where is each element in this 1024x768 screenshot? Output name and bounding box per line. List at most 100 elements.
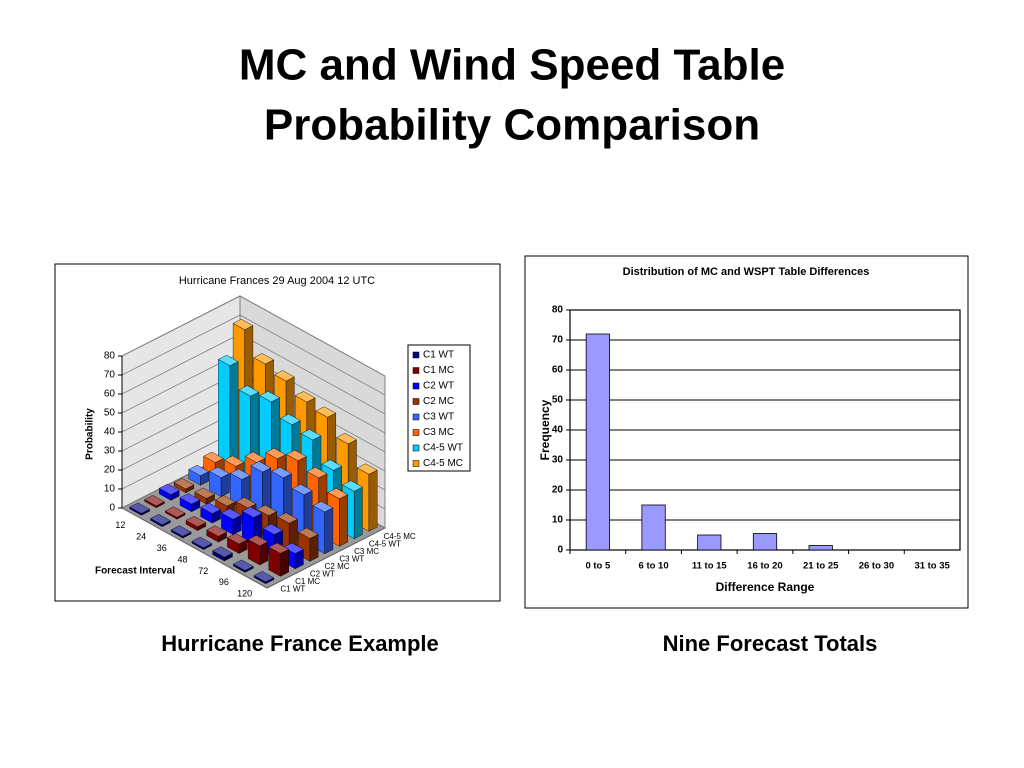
bar-top: [185, 515, 207, 528]
depth-tick-label: C1 WT: [280, 584, 305, 593]
caption: Nine Forecast Totals: [663, 631, 878, 656]
bar-top: [215, 495, 236, 507]
legend-swatch: [412, 367, 420, 374]
bar-top: [241, 506, 263, 518]
bar-top: [173, 478, 195, 490]
bar-top: [129, 502, 151, 514]
x-tick-label: 36: [157, 543, 167, 553]
bar-top: [274, 370, 295, 382]
x-tick-label: 120: [237, 589, 252, 599]
bar: [206, 525, 228, 543]
bar-top: [223, 455, 245, 467]
bar-top: [206, 525, 228, 537]
bar: [220, 508, 242, 535]
bar-top: [300, 429, 322, 441]
bar-top: [265, 447, 287, 460]
x-tick-label: 12: [115, 520, 125, 530]
depth-tick-label: C3 WT: [339, 554, 364, 563]
y-tick-label: 30: [104, 446, 116, 457]
bar: [808, 545, 833, 551]
x-axis-label: Forecast Interval: [95, 566, 175, 577]
bar: [697, 534, 722, 551]
y-tick-label: 80: [104, 351, 116, 362]
bar: [170, 525, 192, 539]
bar-top: [336, 433, 357, 445]
bar-top: [356, 463, 378, 475]
y-tick-label: 40: [552, 425, 564, 436]
bar-top: [232, 318, 254, 331]
bar-top: [271, 466, 292, 479]
bar: [253, 571, 275, 585]
bar: [164, 506, 186, 520]
bar-top: [164, 506, 186, 518]
x-tick-label: 11 to 15: [692, 561, 728, 572]
bar-top: [259, 391, 281, 403]
bar: [641, 504, 666, 551]
bar-side: [354, 486, 363, 540]
bar-top: [285, 449, 307, 462]
y-tick-label: 50: [104, 408, 116, 419]
bar: [188, 464, 210, 486]
x-tick-label: 31 to 35: [914, 561, 950, 572]
bar-top: [209, 466, 230, 478]
bar-front: [218, 359, 231, 471]
legend-label: C2 WT: [423, 381, 454, 392]
bar: [185, 515, 207, 531]
legend-label: C3 WT: [423, 412, 454, 423]
bar: [277, 512, 298, 551]
grid-line: [121, 295, 386, 377]
legend-label: C4-5 WT: [423, 443, 463, 454]
y-tick-label: 0: [557, 545, 563, 556]
slide-title: MC and Wind Speed Table: [239, 41, 785, 90]
bar-top: [170, 525, 192, 537]
bar-top: [291, 484, 313, 496]
bar-side: [324, 507, 334, 555]
y-tick-label: 10: [104, 484, 116, 495]
bar-top: [226, 533, 248, 545]
depth-tick-label: C1 MC: [295, 577, 320, 586]
x-tick-label: 96: [219, 577, 229, 587]
legend-label: C1 WT: [423, 350, 454, 361]
caption: Hurricane France Example: [161, 631, 439, 656]
bar-top: [279, 413, 301, 426]
bar-top: [277, 512, 298, 524]
bar-top: [297, 527, 319, 539]
bar-top: [212, 546, 233, 558]
legend-swatch: [412, 444, 420, 452]
x-tick-label: 0 to 5: [585, 561, 611, 572]
legend-swatch: [412, 429, 420, 436]
bar-top: [327, 487, 349, 500]
bar-top: [232, 559, 254, 571]
bar: [752, 533, 778, 551]
bar-top: [312, 501, 334, 513]
bar-top: [194, 487, 216, 499]
bar: [226, 533, 248, 554]
bar: [247, 535, 269, 566]
bar-top: [188, 464, 210, 477]
legend-label: C2 MC: [423, 396, 454, 407]
bar-top: [256, 504, 278, 516]
x-tick-label: 21 to 25: [803, 561, 839, 572]
bar-top: [191, 536, 213, 548]
bar-top: [262, 523, 284, 535]
bar: [209, 466, 230, 498]
bar-top: [283, 542, 304, 554]
bar-top: [342, 480, 363, 492]
y-tick-label: 40: [104, 427, 116, 438]
x-tick-label: 26 to 30: [859, 561, 894, 572]
bar: [129, 502, 151, 516]
bar-top: [238, 385, 260, 397]
bar: [212, 546, 233, 562]
bar: [585, 333, 610, 551]
y-tick-label: 70: [552, 335, 564, 346]
bar: [191, 536, 213, 550]
bar-top: [179, 493, 201, 505]
bar: [241, 506, 263, 547]
depth-tick-label: C4-5 MC: [384, 532, 416, 541]
bar-top: [321, 459, 343, 471]
legend-swatch: [412, 398, 420, 405]
bar: [268, 542, 290, 577]
bar-top: [144, 495, 165, 507]
x-tick-label: 24: [136, 532, 146, 542]
